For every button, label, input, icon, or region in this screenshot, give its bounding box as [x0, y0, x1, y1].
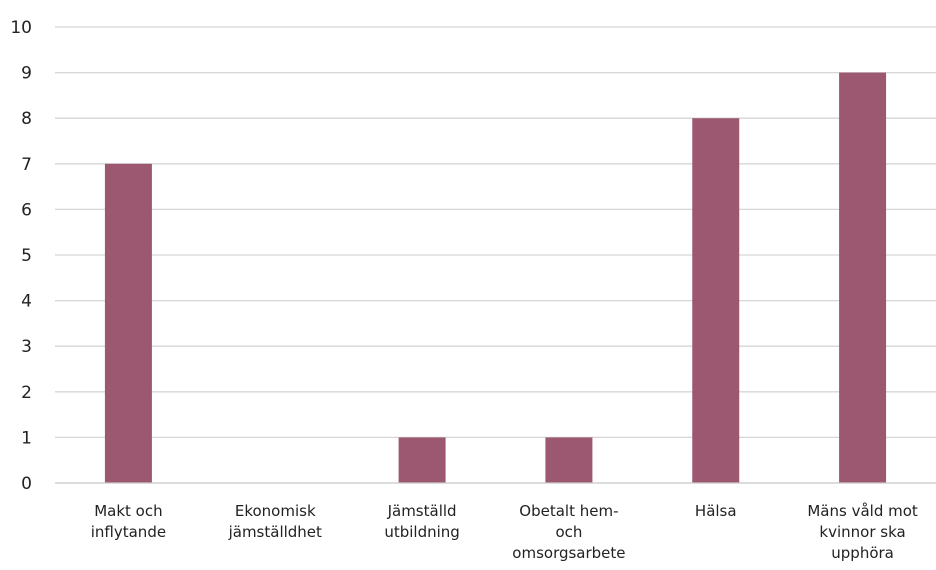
y-tick-label: 1: [21, 428, 32, 448]
y-tick-label: 2: [21, 383, 32, 403]
bars: [104, 72, 887, 484]
x-axis-category-labels: Makt och inflytande Ekonomisk jämställdhet J…: [91, 502, 918, 562]
x-category-label-line: kvinnor ska: [819, 523, 905, 541]
y-tick-label: 7: [21, 155, 32, 175]
bar: [839, 72, 887, 483]
bar: [104, 163, 152, 484]
x-category-label-line: Hälsa: [695, 502, 737, 520]
x-category-label-line: Obetalt hem-: [519, 502, 618, 520]
y-tick-label: 10: [10, 18, 32, 38]
x-category-label-line: omsorgsarbete: [512, 544, 625, 562]
bar: [692, 118, 740, 483]
x-category-label-line: upphöra: [831, 544, 894, 562]
x-category-label-line: utbildning: [384, 523, 459, 541]
x-category-label: Hälsa: [695, 502, 737, 520]
x-category-label: Ekonomisk jämställdhet: [228, 502, 322, 541]
bar: [398, 437, 446, 483]
x-category-label: Mäns våld mot kvinnor ska upphöra: [807, 502, 918, 562]
x-category-label-line: Makt och: [94, 502, 162, 520]
x-category-label: Jämställd utbildning: [384, 502, 459, 541]
bar: [545, 437, 593, 483]
y-tick-label: 3: [21, 337, 32, 357]
x-category-label-line: inflytande: [91, 523, 166, 541]
x-category-label: Makt och inflytande: [91, 502, 166, 541]
x-category-label-line: Ekonomisk: [235, 502, 316, 520]
x-category-label-line: Mäns våld mot: [807, 502, 918, 520]
x-category-label-line: Jämställd: [387, 502, 457, 520]
y-tick-label: 0: [21, 474, 32, 494]
y-tick-label: 8: [21, 109, 32, 129]
x-category-label: Obetalt hem-och omsorgsarbete: [512, 502, 625, 562]
y-tick-label: 5: [21, 246, 32, 266]
y-tick-label: 4: [21, 292, 32, 312]
x-category-label-line: och: [555, 523, 582, 541]
y-axis-tick-labels: 0 1 2 3 4 5 6 7 8 9 10: [10, 18, 32, 494]
gridlines: [55, 26, 936, 439]
y-tick-label: 6: [21, 200, 32, 220]
x-category-label-line: jämställdhet: [228, 523, 322, 541]
y-tick-label: 9: [21, 64, 32, 84]
